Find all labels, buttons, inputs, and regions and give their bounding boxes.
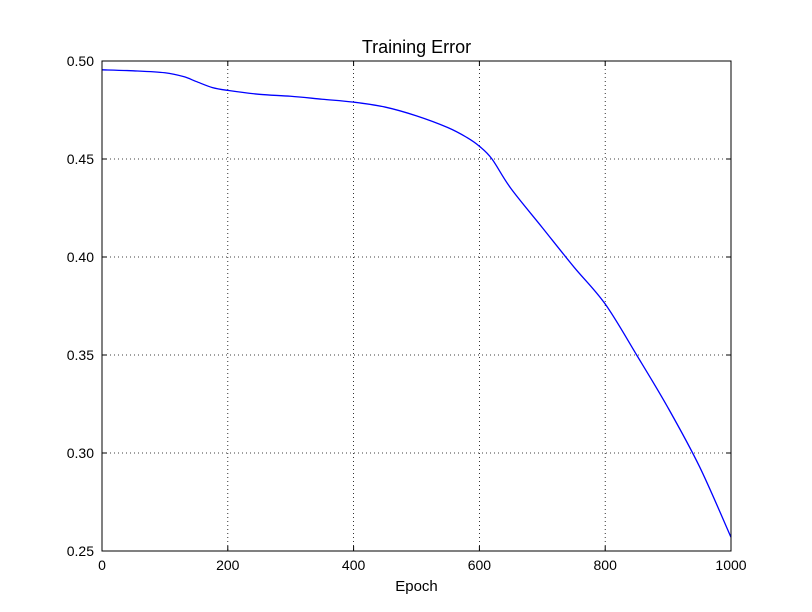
y-tick-label: 0.25 bbox=[67, 543, 94, 559]
x-tick-label: 1000 bbox=[715, 557, 746, 573]
grid bbox=[102, 61, 731, 551]
y-tick-label: 0.35 bbox=[67, 347, 94, 363]
x-tick-label: 400 bbox=[342, 557, 366, 573]
x-tick-label: 600 bbox=[468, 557, 492, 573]
x-tick-label: 800 bbox=[594, 557, 618, 573]
y-tick-label: 0.40 bbox=[67, 249, 94, 265]
y-tick-label: 0.50 bbox=[67, 53, 94, 69]
x-axis-title: Epoch bbox=[395, 578, 438, 595]
series-layer bbox=[101, 69, 732, 538]
x-axis: 0 200 400 600 800 1000 bbox=[98, 61, 747, 573]
x-tick-label: 200 bbox=[216, 557, 240, 573]
plot-frame bbox=[101, 60, 732, 552]
y-tick-label: 0.30 bbox=[67, 445, 94, 461]
training-error-line bbox=[101, 69, 732, 538]
x-tick-label: 0 bbox=[98, 557, 106, 573]
y-axis: 0.25 0.30 0.35 0.40 0.45 0.50 bbox=[67, 53, 731, 559]
chart-title: Training Error bbox=[362, 37, 471, 57]
y-tick-label: 0.45 bbox=[67, 151, 94, 167]
